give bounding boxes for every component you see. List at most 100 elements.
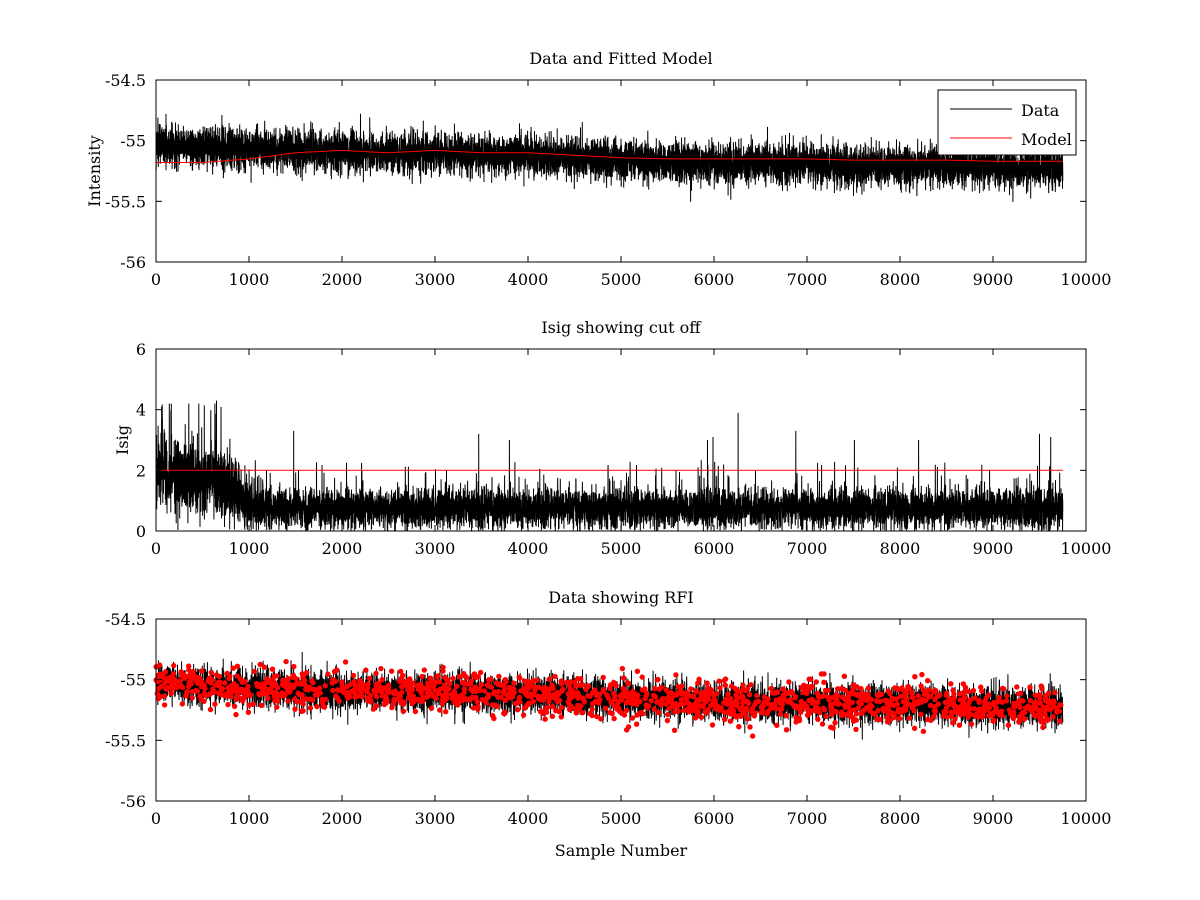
rfi-marker (826, 694, 833, 701)
rfi-marker (833, 708, 839, 715)
rfi-marker (405, 677, 412, 683)
rfi-marker (420, 698, 426, 704)
rfi-marker (237, 676, 244, 682)
rfi-marker (728, 705, 734, 711)
x-tick-label: 2000 (322, 270, 363, 289)
rfi-marker (290, 672, 297, 679)
rfi-marker (696, 676, 702, 682)
rfi-marker (634, 701, 640, 707)
rfi-marker (376, 683, 383, 689)
rfi-marker (385, 685, 392, 691)
rfi-marker (850, 686, 856, 693)
rfi-marker (292, 706, 298, 712)
rfi-marker (777, 711, 784, 717)
rfi-marker (254, 680, 260, 687)
rfi-marker (858, 696, 864, 703)
rfi-marker (736, 723, 742, 730)
rfi-marker (1037, 695, 1043, 701)
legend: Data Model (937, 89, 1077, 156)
rfi-marker (344, 683, 350, 690)
rfi-marker (218, 687, 225, 693)
rfi-marker (176, 678, 183, 684)
rfi-marker (884, 704, 890, 710)
rfi-marker (702, 709, 708, 715)
rfi-marker (887, 699, 893, 705)
rfi-marker (1027, 697, 1034, 704)
rfi-marker (958, 703, 964, 710)
x-tick-label: 1000 (229, 809, 270, 828)
rfi-marker (427, 675, 434, 681)
rfi-marker (463, 680, 470, 687)
rfi-marker (546, 676, 552, 682)
rfi-marker (245, 709, 252, 715)
series-rfi-markers (153, 658, 1064, 739)
rfi-marker (740, 709, 747, 715)
rfi-marker (957, 697, 963, 703)
rfi-marker (717, 685, 723, 691)
y-tick-label: -55 (120, 132, 146, 151)
rfi-marker (540, 697, 546, 703)
rfi-marker (785, 699, 791, 705)
rfi-marker (449, 691, 455, 698)
rfi-marker (558, 681, 564, 687)
rfi-marker (634, 668, 641, 674)
rfi-marker (579, 709, 586, 716)
x-tick-label: 3000 (415, 539, 456, 558)
rfi-marker (275, 698, 281, 704)
rfi-marker (972, 695, 978, 701)
rfi-marker (705, 687, 711, 694)
rfi-marker (560, 686, 566, 692)
rfi-marker (444, 676, 450, 683)
rfi-marker (440, 664, 446, 671)
rfi-marker (312, 686, 318, 693)
rfi-marker (948, 681, 954, 687)
rfi-marker (549, 713, 556, 720)
rfi-marker (401, 679, 408, 686)
rfi-marker (300, 708, 306, 714)
rfi-marker (437, 707, 443, 713)
rfi-marker (716, 704, 723, 711)
rfi-marker (979, 688, 985, 694)
rfi-marker (225, 701, 231, 708)
rfi-marker (1040, 724, 1046, 731)
rfi-marker (915, 693, 921, 699)
rfi-marker (920, 728, 927, 735)
rfi-marker (754, 692, 760, 699)
rfi-marker (208, 669, 215, 676)
rfi-marker (943, 692, 950, 699)
rfi-marker (463, 674, 470, 681)
rfi-marker (965, 688, 972, 695)
rfi-marker (793, 703, 799, 709)
rfi-marker (265, 695, 271, 702)
rfi-marker (170, 671, 177, 677)
rfi-marker (1045, 717, 1052, 723)
rfi-marker (686, 708, 692, 715)
x-tick-label: 10000 (1061, 270, 1112, 289)
rfi-marker (728, 683, 735, 689)
rfi-marker (872, 711, 878, 717)
y-axis-label: Intensity (85, 135, 104, 207)
rfi-marker (612, 692, 618, 699)
rfi-marker (202, 685, 208, 692)
rfi-marker (961, 694, 968, 700)
rfi-marker (696, 697, 702, 703)
rfi-marker (475, 704, 481, 710)
rfi-marker (675, 702, 681, 709)
rfi-marker (1016, 717, 1023, 723)
rfi-marker (179, 701, 186, 707)
rfi-marker (639, 674, 645, 680)
rfi-marker (725, 691, 731, 697)
rfi-marker (450, 675, 456, 682)
x-tick-label: 6000 (694, 809, 735, 828)
rfi-marker (205, 678, 211, 684)
rfi-marker (398, 668, 404, 675)
rfi-marker (212, 701, 218, 707)
rfi-marker (421, 667, 427, 673)
series-model-line (156, 149, 1063, 163)
rfi-marker (796, 715, 802, 721)
series-isig-line (155, 400, 1064, 532)
rfi-marker (658, 684, 664, 691)
rfi-marker (344, 693, 350, 699)
rfi-marker (880, 706, 886, 713)
x-tick-label: 7000 (787, 270, 828, 289)
